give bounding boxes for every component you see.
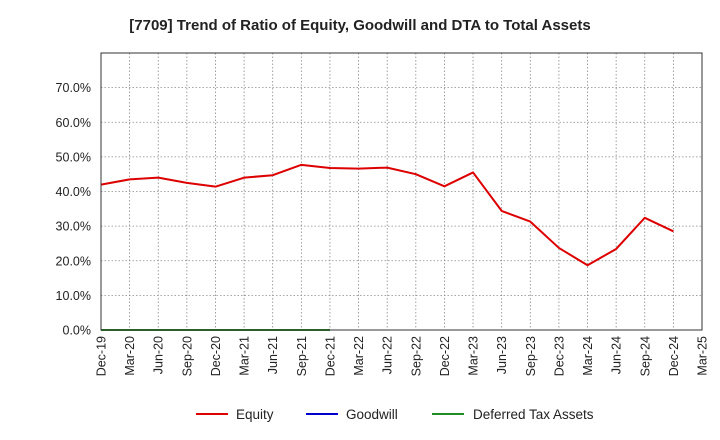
legend-label-deferred-tax-assets: Deferred Tax Assets [473, 407, 594, 422]
legend: Equity Goodwill Deferred Tax Assets [196, 407, 594, 422]
x-tick-label: Mar-23 [467, 336, 481, 376]
x-tick-label: Mar-21 [238, 336, 252, 376]
x-tick-label: Dec-22 [438, 336, 452, 376]
y-tick-label: 10.0% [56, 289, 91, 303]
x-tick-label: Dec-23 [552, 336, 566, 376]
x-tick-label: Dec-21 [323, 336, 337, 376]
x-tick-label: Sep-24 [638, 336, 652, 376]
legend-label-goodwill: Goodwill [346, 407, 398, 422]
x-tick-label: Mar-24 [581, 336, 595, 376]
legend-label-equity: Equity [236, 407, 274, 422]
series-line-equity [100, 163, 674, 267]
x-tick-label: Sep-22 [409, 336, 423, 376]
x-tick-label: Mar-22 [352, 336, 366, 376]
x-tick-label: Jun-22 [381, 336, 395, 374]
grid-lines [101, 53, 702, 330]
x-tick-label: Sep-20 [180, 336, 194, 376]
x-tick-label: Mar-25 [696, 336, 710, 376]
x-axis-ticks: Dec-19 Mar-20 Jun-20 Sep-20 Dec-20 Mar-21 Jun-… [95, 336, 710, 376]
y-axis-ticks: 0.0% 10.0% 20.0% 30.0% 40.0% 50.0% 60.0% 70.0% [56, 81, 91, 337]
x-tick-label: Sep-23 [524, 336, 538, 376]
y-tick-label: 20.0% [56, 254, 91, 268]
x-tick-label: Sep-21 [295, 336, 309, 376]
x-tick-label: Jun-21 [266, 336, 280, 374]
y-tick-label: 30.0% [56, 220, 91, 234]
y-tick-label: 60.0% [56, 116, 91, 130]
x-tick-label: Jun-23 [495, 336, 509, 374]
x-tick-label: Dec-20 [209, 336, 223, 376]
x-tick-label: Jun-24 [610, 336, 624, 374]
x-tick-label: Jun-20 [152, 336, 166, 374]
plot-area [101, 53, 702, 330]
chart-title: [7709] Trend of Ratio of Equity, Goodwil… [129, 17, 590, 34]
y-tick-label: 0.0% [63, 324, 92, 338]
y-tick-label: 40.0% [56, 185, 91, 199]
y-tick-label: 50.0% [56, 150, 91, 164]
x-tick-label: Dec-19 [95, 336, 109, 376]
x-tick-label: Dec-24 [667, 336, 681, 376]
y-tick-label: 70.0% [56, 81, 91, 95]
plot-border [100, 52, 703, 331]
x-tick-label: Mar-20 [123, 336, 137, 376]
